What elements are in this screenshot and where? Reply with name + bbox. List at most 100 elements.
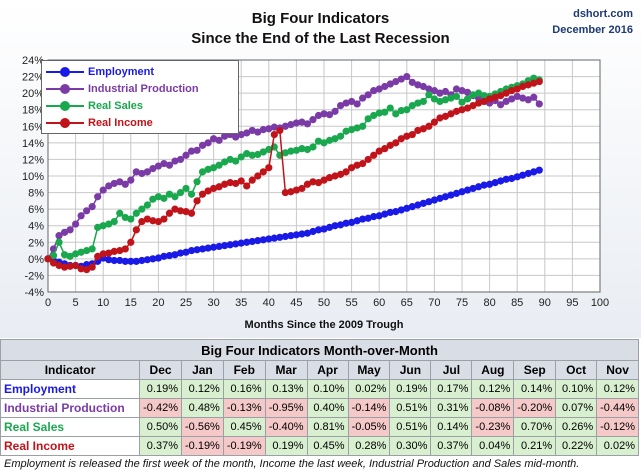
data-point-real-income (419, 125, 427, 133)
indicator-name: Industrial Production (0, 398, 141, 418)
data-point-real-income (187, 209, 196, 217)
data-point-industrial-production (425, 85, 433, 93)
data-point-real-sales (336, 132, 345, 140)
date-label: December 2016 (552, 24, 633, 36)
data-point-real-income (60, 263, 69, 271)
table-cell: 0.51% (389, 417, 432, 437)
data-point-employment (392, 208, 400, 216)
data-point-industrial-production (66, 226, 74, 234)
table-cell: 0.16% (222, 379, 266, 399)
data-point-real-sales (370, 111, 378, 120)
data-point-real-sales (292, 146, 300, 154)
y-tick-label: 8% (28, 188, 44, 200)
data-point-real-income (375, 147, 383, 155)
data-point-employment (370, 213, 378, 221)
data-point-employment (486, 180, 494, 188)
table-cell: 0.12% (180, 379, 224, 399)
data-point-real-sales (375, 109, 383, 117)
data-point-employment (259, 236, 267, 244)
data-point-real-sales (154, 193, 162, 201)
data-point-real-income (408, 130, 416, 139)
month-header: Dec (139, 360, 182, 380)
data-point-employment (430, 196, 438, 204)
data-point-real-sales (359, 122, 367, 130)
indicator-name: Real Income (0, 436, 141, 456)
data-point-real-sales (458, 98, 466, 106)
data-point-real-sales (436, 97, 444, 106)
data-point-industrial-production (524, 96, 532, 104)
data-point-employment (314, 226, 323, 234)
data-point-real-sales (530, 74, 538, 82)
data-point-real-income (392, 139, 400, 147)
month-header: Sep (513, 360, 557, 380)
data-point-real-income (458, 106, 466, 114)
legend-label-employment: Employment (88, 66, 155, 78)
data-point-employment (281, 232, 289, 241)
data-point-employment (248, 237, 256, 246)
data-point-employment (182, 248, 190, 256)
data-point-industrial-production (110, 179, 118, 188)
y-tick-label: 16% (22, 121, 44, 133)
data-point-real-sales (281, 149, 289, 157)
data-point-real-sales (243, 150, 251, 158)
data-point-employment (375, 212, 383, 220)
data-point-industrial-production (381, 82, 389, 91)
data-point-real-income (414, 126, 422, 135)
data-point-employment (474, 183, 483, 191)
data-point-real-sales (88, 245, 96, 253)
data-point-real-income (265, 164, 273, 172)
data-point-industrial-production (60, 228, 69, 236)
legend-item-industrial-production: Industrial Production (46, 81, 199, 97)
data-point-real-sales (430, 95, 438, 103)
data-point-employment (336, 221, 345, 229)
table-cell: 0.45% (306, 436, 349, 456)
data-point-real-sales (193, 178, 201, 186)
x-tick-label: 60 (373, 297, 385, 309)
table-cell: -0.23% (471, 417, 515, 437)
x-tick-label: 25 (180, 297, 192, 309)
x-tick-label: 65 (401, 297, 413, 309)
data-point-employment (143, 256, 151, 264)
data-point-real-sales (221, 158, 229, 166)
data-point-industrial-production (193, 146, 201, 154)
data-point-employment (381, 210, 389, 218)
table-cell: -0.19% (222, 436, 266, 456)
table-cell: 0.45% (222, 417, 266, 437)
data-point-employment (154, 254, 162, 262)
data-point-employment (210, 243, 218, 251)
data-point-real-income (519, 82, 527, 91)
data-point-real-income (226, 179, 234, 187)
table-cell: 0.12% (596, 379, 639, 399)
data-point-real-income (232, 179, 240, 188)
y-tick-label: -4% (24, 287, 44, 299)
data-point-real-sales (94, 223, 102, 231)
data-point-industrial-production (408, 78, 416, 86)
legend-item-real-sales: Real Sales (46, 98, 143, 114)
data-point-industrial-production (375, 85, 383, 93)
data-point-employment (83, 261, 91, 269)
month-header: Feb (222, 360, 266, 380)
month-header: Oct (555, 360, 598, 380)
data-point-real-income (193, 197, 201, 205)
x-axis-title: Months Since the 2009 Trough (244, 319, 404, 331)
table-cell: -0.08% (471, 398, 515, 418)
data-point-employment (121, 257, 129, 265)
month-header: May (347, 360, 391, 380)
data-point-industrial-production (474, 94, 483, 102)
data-point-real-income (165, 209, 174, 217)
data-point-employment (127, 257, 135, 265)
data-point-real-sales (72, 250, 80, 258)
data-point-real-sales (403, 106, 411, 114)
table-cell: 0.22% (555, 436, 598, 456)
data-point-real-sales (198, 168, 207, 176)
data-point-industrial-production (198, 141, 207, 149)
table-cell: -0.40% (264, 417, 308, 437)
data-point-real-sales (287, 147, 295, 155)
data-point-real-sales (187, 190, 196, 198)
data-point-real-income (198, 190, 207, 198)
data-point-real-sales (138, 205, 146, 213)
x-tick-label: 0 (45, 297, 51, 309)
data-point-real-sales (469, 91, 477, 99)
data-point-real-income (88, 263, 96, 271)
data-point-industrial-production (353, 100, 361, 108)
